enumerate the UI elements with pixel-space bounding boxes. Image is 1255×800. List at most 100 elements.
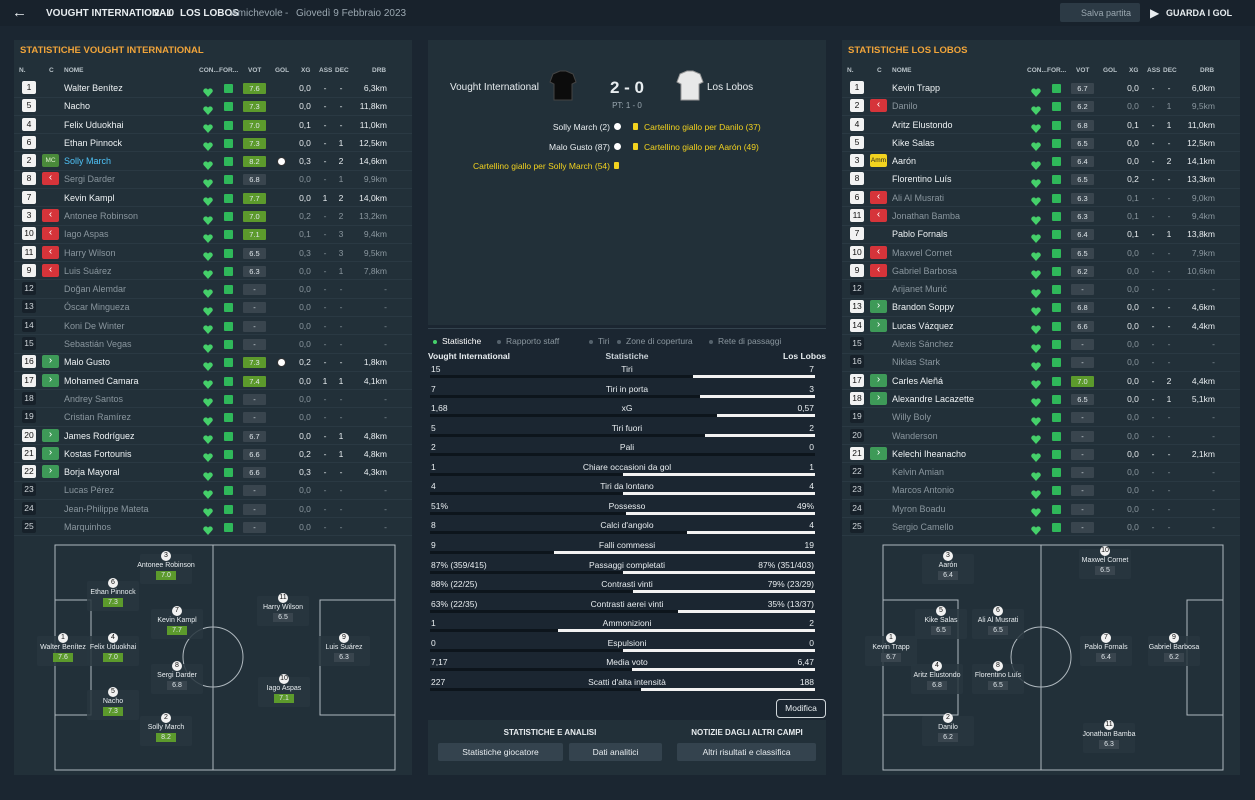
stat-xg: 0,0 [299,412,311,423]
distance: 12,5km [1187,137,1215,148]
column-header: C [49,67,54,74]
distance: 5,1km [1191,393,1215,404]
condition-icon [203,376,213,390]
row-separator [14,169,412,171]
heart [1031,508,1041,518]
stat-bar-away [686,531,815,535]
tab[interactable]: Zone di copertura [626,336,693,346]
rating: 6.6 [243,448,266,460]
distance: 4,4km [1191,375,1215,386]
position-badge: MC [42,154,59,168]
row-separator [14,535,412,537]
heart [203,142,213,152]
column-header: VOT [1076,67,1090,74]
sub-in-icon: › [42,373,59,387]
rating: 7.3 [243,137,266,149]
distance: 7,8km [363,265,387,276]
rating: 6.3 [243,265,266,277]
heart [1031,380,1041,390]
tab[interactable]: Tiri [598,336,610,346]
player-name: Niklas Stark [892,357,941,368]
home-event: Solly March (2) [552,122,610,132]
news-title: NOTIZIE DAGLI ALTRI CAMPI [691,728,803,737]
link-button[interactable]: Statistiche giocatore [438,743,563,761]
stat-xg: 0,0 [1127,339,1139,350]
row-separator [14,279,412,281]
row-separator [14,187,412,189]
back-button[interactable]: ← [12,4,27,21]
stat-home: 88% (22/25) [431,579,478,590]
pitch-name: Kike Salas [924,617,958,624]
stat-ass: - [1151,302,1155,313]
row-separator [14,480,412,482]
stat-ass: - [1151,101,1155,112]
edit-button[interactable]: Modifica [776,699,826,718]
stat-xg: 0,0 [1127,393,1139,404]
pitch-rating: 7.7 [167,626,187,635]
stat-dec: - [339,119,343,130]
player-name: Alexandre Lacazette [892,393,975,404]
condition-icon [203,266,213,280]
distance: - [384,302,387,313]
pitch-rating: 6.7 [881,653,901,662]
heart [1031,252,1041,262]
stat-dec: 1 [338,375,344,386]
distance: 14,1km [1187,156,1215,167]
stat-dec: 1 [338,137,344,148]
row-separator [842,480,1240,482]
row-separator [842,261,1240,263]
distance: 4,4km [1191,320,1215,331]
stat-label: Calci d'angolo [600,520,654,531]
form-icon [1052,376,1061,386]
form-icon [1052,84,1061,93]
heart [1031,325,1041,335]
stat-ass: - [323,430,327,441]
shirt-number: 18 [22,391,36,405]
heart [1031,87,1041,97]
distance: 13,8km [1187,229,1215,240]
player-name: Wanderson [892,430,938,441]
stats-home: Vought International [428,351,511,361]
shirt-number: 23 [22,483,36,497]
stat-dec: 1 [338,430,344,441]
stat-xg: 0,0 [1127,137,1139,148]
heart [203,380,213,390]
row-separator [842,407,1240,409]
heart [1031,417,1041,426]
stat-dec: 1 [1166,393,1172,404]
form-icon [1052,358,1061,368]
sub-in-icon: › [42,465,59,479]
stat-bar-home [430,492,623,496]
rating: 7.3 [243,357,266,369]
watch-button[interactable]: GUARDA I GOL [1166,8,1233,18]
tab[interactable]: Statistiche [442,336,482,346]
distance: 11,0km [359,119,387,130]
save-label: Salva partita [1081,8,1132,18]
form-icon [1052,340,1061,350]
form-icon [1052,303,1061,313]
save-button[interactable] [1060,3,1140,22]
play-icon: ▶ [1150,6,1160,20]
link-button[interactable]: Dati analitici [569,743,662,761]
tab[interactable]: Rapporto staff [506,336,560,346]
stat-away: 87% (351/403) [758,559,814,570]
link-button[interactable]: Altri risultati e classifica [677,743,816,761]
form-icon [1052,431,1061,441]
pitch-number: 11 [1104,720,1114,730]
player-name: Sergio Camello [892,521,954,532]
stat-ass: - [323,119,327,130]
distance: - [384,393,387,404]
column-header: DEC [335,67,349,74]
stat-label: Chiare occasioni da gol [582,461,672,472]
row-separator [14,444,412,445]
tab[interactable]: Rete di passaggi [718,336,782,346]
distance: 7,9km [1191,247,1215,258]
stat-bar-home [430,375,693,378]
stat-home: 15 [431,364,441,374]
shirt-number: 15 [22,337,36,351]
shirt-number: 19 [850,410,864,424]
pitch-rating: 6.4 [1096,653,1116,662]
form-icon [224,468,233,478]
condition-icon [203,358,213,371]
shirt-number: 13 [22,300,36,314]
